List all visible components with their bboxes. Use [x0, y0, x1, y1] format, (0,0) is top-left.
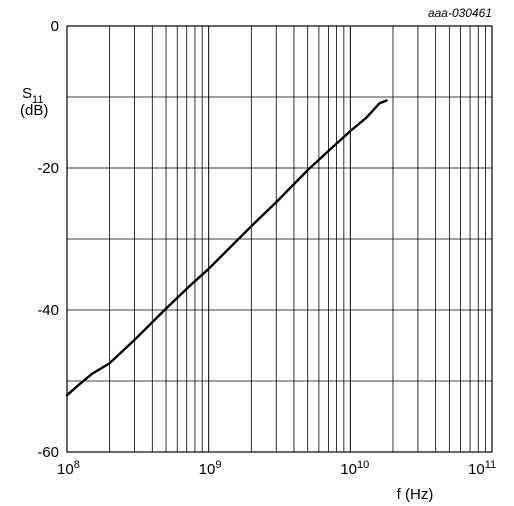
x-tick-labels: 108 109 1010 1011	[57, 459, 496, 478]
y-axis-label: S11	[22, 85, 43, 106]
y-tick-label: -40	[37, 302, 59, 319]
x-axis-label: f (Hz)	[397, 486, 434, 503]
y-tick-label: -60	[37, 444, 59, 461]
y-tick-labels: 0 -20 -40 -60	[37, 18, 59, 461]
grid-lines	[67, 25, 492, 453]
x-tick-label: 1011	[468, 459, 496, 478]
y-tick-label: -20	[37, 160, 59, 177]
figure-code: aaa-030461	[428, 6, 492, 20]
y-axis-symbol: S	[22, 85, 32, 102]
y-axis-subscript: 11	[32, 94, 43, 106]
y-axis-unit: (dB)	[20, 102, 48, 119]
y-tick-label: 0	[51, 18, 59, 35]
series-line	[65, 99, 388, 397]
x-tick-label: 108	[57, 459, 80, 478]
x-tick-label: 1010	[340, 459, 369, 478]
plot-frame	[66, 25, 493, 453]
x-tick-label: 109	[199, 459, 222, 478]
series-layer	[65, 99, 388, 397]
